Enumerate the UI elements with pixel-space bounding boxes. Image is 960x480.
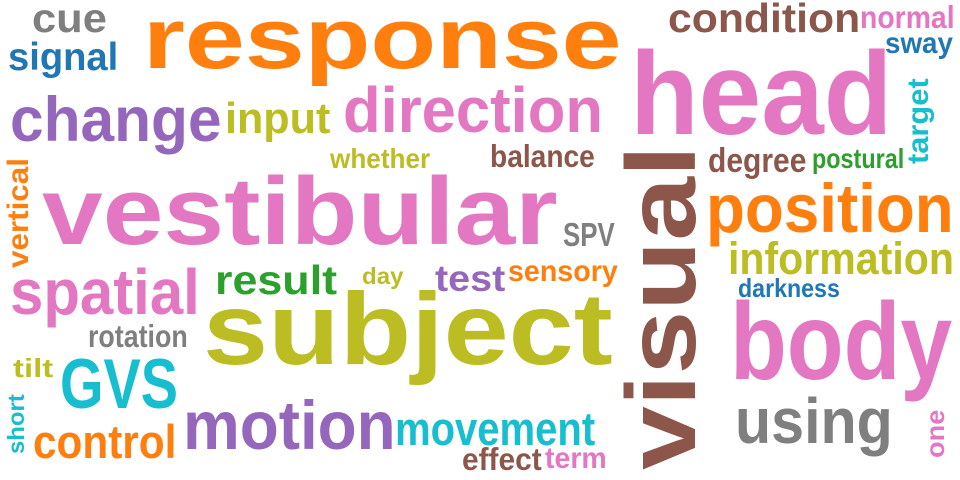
word-term: term: [545, 441, 607, 475]
word-signal: signal: [8, 36, 119, 80]
word-postural: postural: [812, 142, 905, 174]
word-spatial: spatial: [10, 257, 200, 329]
word-spv: SPV: [563, 216, 615, 254]
word-gvs: GVS: [60, 344, 178, 424]
word-sensory: sensory: [508, 254, 618, 288]
word-vertical: vertical: [2, 158, 35, 268]
word-tilt: tilt: [13, 354, 54, 383]
word-position: position: [706, 170, 954, 248]
word-vestibular: vestibular: [42, 158, 558, 266]
word-sway: sway: [885, 26, 953, 60]
word-direction: direction: [343, 75, 603, 147]
word-information: information: [728, 233, 954, 285]
word-subject: subject: [203, 271, 613, 386]
word-result: result: [215, 257, 338, 304]
word-control: control: [33, 415, 177, 469]
word-head: head: [630, 28, 893, 160]
word-darkness: darkness: [738, 274, 840, 303]
word-short: short: [3, 394, 29, 454]
word-effect: effect: [462, 441, 542, 477]
word-visual: visual: [606, 145, 716, 470]
word-day: day: [362, 263, 404, 290]
word-target: target: [902, 78, 935, 164]
word-normal: normal: [860, 0, 955, 35]
word-degree: degree: [708, 141, 807, 180]
word-response: response: [143, 0, 622, 88]
word-one: one: [922, 409, 950, 458]
word-cue: cue: [32, 0, 107, 42]
word-movement: movement: [395, 402, 596, 456]
word-change: change: [10, 85, 222, 156]
word-whether: whether: [330, 142, 431, 174]
word-body: body: [730, 280, 953, 403]
word-balance: balance: [490, 138, 595, 174]
word-condition: condition: [668, 0, 861, 42]
word-rotation: rotation: [88, 318, 188, 354]
word-test: test: [435, 257, 506, 300]
word-input: input: [225, 95, 331, 144]
word-motion: motion: [183, 387, 396, 465]
word-using: using: [735, 386, 893, 458]
